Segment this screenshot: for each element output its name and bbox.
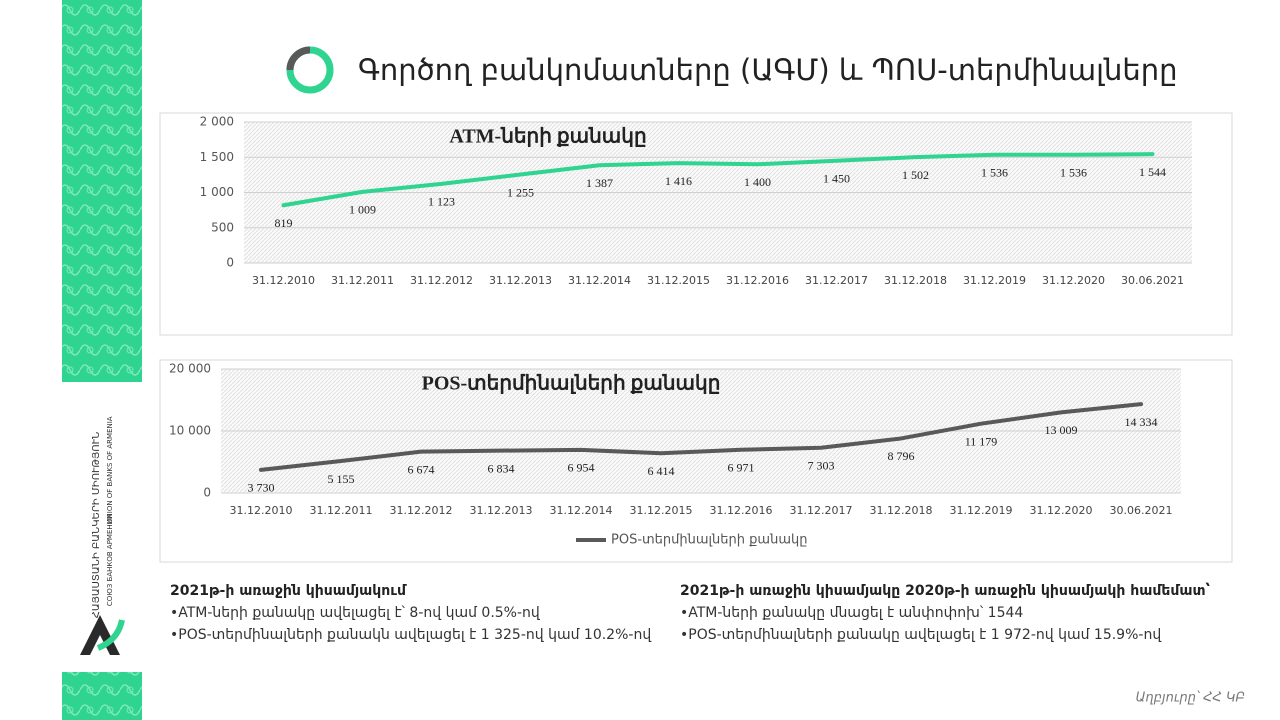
data-label: 6 834	[488, 461, 515, 475]
data-label: 6 414	[648, 464, 675, 478]
y-tick-label: 1 500	[200, 150, 234, 164]
x-tick-label: 31.12.2010	[230, 504, 293, 517]
x-tick-label: 31.12.2012	[390, 504, 453, 517]
y-tick-label: 1 000	[200, 185, 234, 199]
x-tick-label: 31.12.2014	[568, 274, 631, 287]
data-label: 1 255	[507, 185, 534, 199]
x-tick-label: 31.12.2014	[550, 504, 613, 517]
data-label: 1 450	[823, 172, 850, 186]
data-label: 1 400	[744, 175, 771, 189]
data-label: 6 954	[568, 461, 595, 475]
logo-mark	[80, 615, 120, 655]
x-tick-label: 31.12.2013	[470, 504, 533, 517]
x-tick-label: 30.06.2021	[1121, 274, 1184, 287]
x-tick-label: 31.12.2010	[252, 274, 315, 287]
logo-text: ՀԱՅԱՍՏԱՆԻ ԲԱՆԿԵՐԻ ՄԻՈՒԹՅՈՒՆ	[91, 432, 102, 618]
data-label: 11 179	[965, 434, 998, 448]
x-tick-label: 31.12.2013	[489, 274, 552, 287]
x-tick-label: 31.12.2012	[410, 274, 473, 287]
sidebar-pattern	[62, 672, 142, 720]
slide-title: Գործող բանկոմատները (ԱԳՄ) և ՊՈՍ-տերմինալ…	[358, 53, 1178, 87]
x-tick-label: 31.12.2016	[710, 504, 773, 517]
data-label: 6 971	[728, 461, 755, 475]
x-tick-label: 31.12.2011	[331, 274, 394, 287]
note-item: •ATM-ների քանակը մնացել է անփոփոխ՝ 1544	[680, 605, 1023, 621]
x-tick-label: 31.12.2011	[310, 504, 373, 517]
data-label: 1 502	[902, 168, 929, 182]
note-item: •POS-տերմինալների քանակն ավելացել է 1 32…	[170, 627, 652, 643]
x-tick-label: 31.12.2020	[1030, 504, 1093, 517]
data-label: 1 123	[428, 195, 455, 209]
data-label: 13 009	[1045, 423, 1078, 437]
y-tick-label: 0	[226, 256, 234, 270]
data-label: 1 009	[349, 203, 376, 217]
y-tick-label: 20 000	[169, 362, 211, 376]
x-tick-label: 31.12.2016	[726, 274, 789, 287]
logo-text: UNION OF BANKS OF ARMENIA	[106, 416, 114, 523]
x-tick-label: 30.06.2021	[1110, 504, 1173, 517]
note-heading: 2021թ-ի առաջին կիսամյակը 2020թ-ի առաջին …	[680, 582, 1211, 599]
x-tick-label: 31.12.2018	[884, 274, 947, 287]
legend-label: POS-տերմինալների քանակը	[611, 533, 807, 548]
logo-text: СОЮЗ БАНКОВ АРМЕНИИ	[106, 514, 114, 606]
data-label: 1 536	[981, 165, 1008, 179]
data-label: 14 334	[1125, 415, 1158, 429]
data-label: 1 387	[586, 176, 613, 190]
data-label: 8 796	[888, 449, 915, 463]
sidebar-pattern	[62, 0, 142, 382]
x-tick-label: 31.12.2017	[805, 274, 868, 287]
line	[281, 152, 1155, 208]
y-tick-label: 10 000	[169, 424, 211, 438]
data-label: 7 303	[808, 458, 835, 472]
logo-mark	[96, 619, 125, 651]
data-label: 819	[275, 216, 293, 230]
chart-title: POS-տերմինալների քանակը	[422, 373, 721, 395]
data-label: 1 416	[665, 174, 692, 188]
chart-title: ATM-ների քանակը	[449, 126, 646, 148]
x-tick-label: 31.12.2015	[647, 274, 710, 287]
data-label: 1 544	[1139, 165, 1166, 179]
x-tick-label: 31.12.2019	[950, 504, 1013, 517]
x-tick-label: 31.12.2019	[963, 274, 1026, 287]
data-label: 6 674	[408, 462, 435, 476]
line	[259, 402, 1143, 472]
x-tick-label: 31.12.2017	[790, 504, 853, 517]
x-tick-label: 31.12.2018	[870, 504, 933, 517]
title-icon	[286, 46, 311, 71]
x-tick-label: 31.12.2015	[630, 504, 693, 517]
y-tick-label: 500	[211, 220, 234, 234]
y-tick-label: 2 000	[200, 115, 234, 129]
data-label: 1 536	[1060, 165, 1087, 179]
x-tick-label: 31.12.2020	[1042, 274, 1105, 287]
data-label: 5 155	[328, 472, 355, 486]
source: Աղբյուրը՝ ՀՀ ԿԲ	[1136, 691, 1245, 706]
note-item: •POS-տերմինալների քանակը ավելացել է 1 97…	[680, 627, 1162, 643]
note-heading: 2021թ-ի առաջին կիսամյակում	[170, 583, 407, 599]
data-label: 3 730	[248, 481, 275, 495]
y-tick-label: 0	[203, 486, 211, 500]
note-item: •ATM-ների քանակը ավելացել է՝ 8-ով կամ 0.…	[170, 605, 541, 621]
